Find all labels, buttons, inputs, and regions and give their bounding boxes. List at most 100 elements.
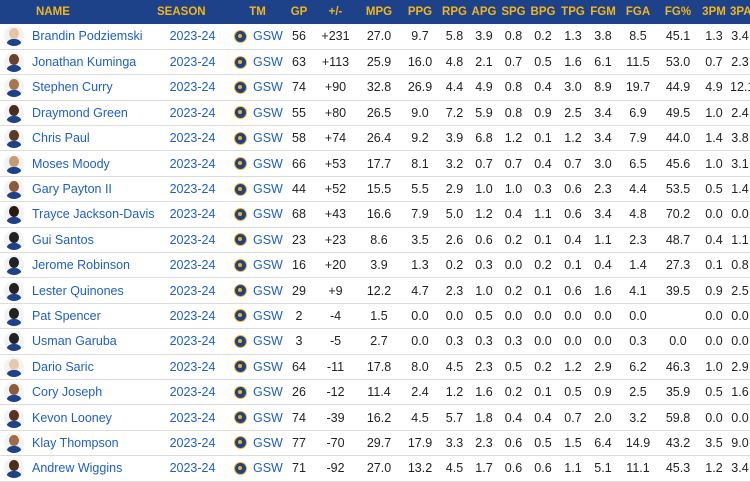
table-row: Jerome Robinson 2023-24 GSW 16 +20 3.9 1.3 0.2 0… [0, 253, 750, 278]
team-abbr[interactable]: GSW [253, 232, 283, 247]
player-avatar-icon [4, 153, 24, 174]
season-link[interactable]: 2023-24 [169, 29, 216, 44]
season-link[interactable]: 2023-24 [169, 461, 216, 476]
cell-apg: 1.7 [475, 461, 493, 476]
player-name-link[interactable]: Andrew Wiggins [32, 461, 123, 476]
season-link[interactable]: 2023-24 [169, 435, 216, 450]
cell-name: Jerome Robinson [0, 253, 155, 278]
team-abbr[interactable]: GSW [253, 29, 283, 44]
col-header-plus-minus[interactable]: +/- [328, 6, 343, 18]
player-name-link[interactable]: Jonathan Kuminga [32, 55, 137, 70]
team-abbr[interactable]: GSW [253, 182, 283, 197]
team-abbr[interactable]: GSW [253, 131, 283, 146]
team-logo-icon [234, 309, 247, 323]
season-link[interactable]: 2023-24 [169, 359, 216, 374]
cell-bpg: 0.1 [534, 385, 552, 400]
col-header-gp[interactable]: GP [290, 6, 308, 18]
col-header-fga[interactable]: FGA [625, 6, 651, 18]
col-header-3pm[interactable]: 3PM [702, 6, 726, 18]
season-link[interactable]: 2023-24 [169, 308, 216, 323]
season-link[interactable]: 2023-24 [169, 105, 216, 120]
cell-rpg: 7.2 [445, 105, 464, 120]
season-link[interactable]: 2023-24 [169, 131, 216, 146]
player-name-link[interactable]: Cory Joseph [32, 385, 103, 400]
player-name-link[interactable]: Moses Moody [32, 156, 110, 171]
col-header-rpg[interactable]: RPG [442, 6, 467, 18]
cell-3pm: 0.0 [705, 410, 723, 425]
team-abbr[interactable]: GSW [253, 105, 283, 120]
col-header-3pa[interactable]: 3PA [730, 6, 750, 18]
player-name-link[interactable]: Kevon Looney [32, 410, 112, 425]
team-abbr[interactable]: GSW [253, 410, 283, 425]
cell-spg: 0.4 [504, 410, 523, 425]
player-name-link[interactable]: Klay Thompson [32, 435, 119, 450]
player-name-link[interactable]: Draymond Green [32, 105, 128, 120]
season-link[interactable]: 2023-24 [169, 410, 216, 425]
cell-spg: 0.2 [504, 283, 523, 298]
season-link[interactable]: 2023-24 [169, 207, 216, 222]
cell-bpg: 0.1 [534, 283, 552, 298]
team-abbr[interactable]: GSW [253, 207, 283, 222]
player-name-link[interactable]: Jerome Robinson [32, 258, 130, 273]
season-link[interactable]: 2023-24 [169, 334, 216, 349]
team-abbr[interactable]: GSW [253, 308, 283, 323]
cell-season: 2023-24 [155, 176, 230, 201]
season-link[interactable]: 2023-24 [169, 55, 216, 70]
col-header-ppg[interactable]: PPG [407, 6, 433, 18]
player-name-link[interactable]: Usman Garuba [32, 334, 117, 349]
table-row: Gary Payton II 2023-24 GSW 44 +52 15.5 5.5 2.9 1… [0, 176, 750, 202]
cell-plus-minus: -4 [329, 308, 342, 323]
cell-apg: 1.2 [475, 207, 493, 222]
player-name-link[interactable]: Pat Spencer [32, 308, 101, 323]
team-abbr[interactable]: GSW [253, 359, 283, 374]
col-header-bpg[interactable]: BPG [530, 6, 556, 18]
player-name-link[interactable]: Dario Saric [32, 359, 94, 374]
player-name-link[interactable]: Lester Quinones [32, 283, 124, 298]
col-header-tm[interactable]: TM [249, 6, 266, 18]
season-link[interactable]: 2023-24 [169, 258, 216, 273]
cell-bpg: 0.0 [534, 334, 552, 349]
player-name-link[interactable]: Trayce Jackson-Davis [32, 207, 155, 222]
team-abbr[interactable]: GSW [253, 461, 283, 476]
cell-3pa: 0.8 [731, 258, 749, 273]
col-header-name[interactable]: NAME [36, 6, 70, 18]
season-link[interactable]: 2023-24 [169, 283, 216, 298]
season-link[interactable]: 2023-24 [169, 80, 216, 95]
col-header-mpg[interactable]: MPG [365, 6, 393, 18]
team-abbr[interactable]: GSW [253, 385, 283, 400]
cell-fg-pct: 44.9 [665, 80, 691, 95]
col-header-fgm[interactable]: FGM [590, 6, 616, 18]
player-avatar-icon [4, 77, 24, 98]
team-abbr[interactable]: GSW [253, 80, 283, 95]
team-abbr[interactable]: GSW [253, 156, 283, 171]
team-abbr[interactable]: GSW [253, 435, 283, 450]
player-name-link[interactable]: Chris Paul [32, 131, 90, 146]
team-abbr[interactable]: GSW [253, 55, 283, 70]
player-name-link[interactable]: Brandin Podziemski [32, 29, 143, 44]
season-link[interactable]: 2023-24 [169, 182, 216, 197]
team-abbr[interactable]: GSW [253, 283, 283, 298]
cell-mpg: 1.5 [370, 308, 388, 323]
cell-rpg: 3.9 [445, 131, 464, 146]
col-header-spg[interactable]: SPG [501, 6, 526, 18]
player-name-link[interactable]: Gui Santos [32, 232, 94, 247]
cell-fgm: 6.4 [594, 435, 612, 450]
table-body: Brandin Podziemski 2023-24 GSW 56 +231 27.0 9.… [0, 24, 750, 482]
table-row: Trayce Jackson-Davis 2023-24 GSW 68 +43 16.6 7… [0, 202, 750, 228]
team-abbr[interactable]: GSW [253, 258, 283, 273]
team-logo-icon [234, 207, 247, 221]
season-link[interactable]: 2023-24 [169, 385, 216, 400]
player-name-link[interactable]: Stephen Curry [32, 80, 113, 95]
col-header-season[interactable]: SEASON [157, 6, 206, 18]
team-logo-icon [234, 131, 247, 145]
col-header-tpg[interactable]: TPG [561, 6, 585, 18]
col-header-fg-pct[interactable]: FG% [664, 6, 692, 18]
season-link[interactable]: 2023-24 [169, 156, 216, 171]
cell-gp: 64 [292, 359, 306, 374]
cell-fgm: 8.9 [594, 80, 612, 95]
player-name-link[interactable]: Gary Payton II [32, 182, 112, 197]
cell-fg-pct: 53.0 [665, 55, 691, 70]
col-header-apg[interactable]: APG [471, 6, 497, 18]
season-link[interactable]: 2023-24 [169, 232, 216, 247]
team-abbr[interactable]: GSW [253, 334, 283, 349]
